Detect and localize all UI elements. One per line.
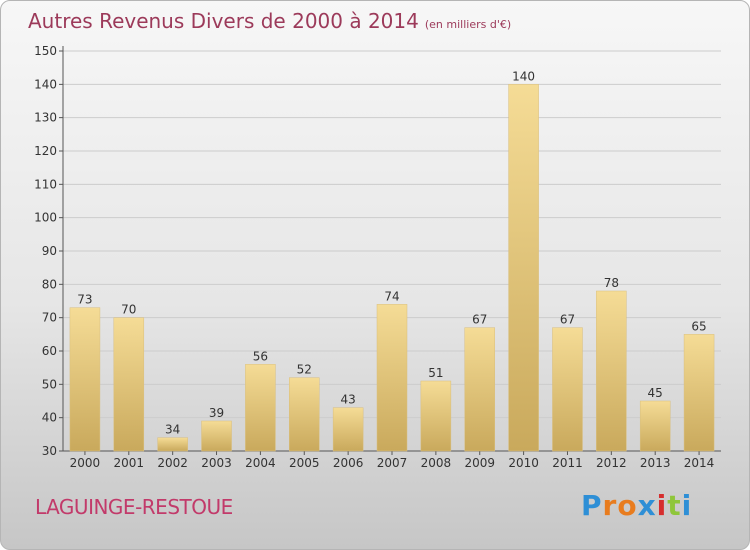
y-tick-label: 50 [42, 377, 57, 391]
bar [289, 377, 320, 452]
bar-value-label: 51 [428, 366, 443, 380]
chart-title: Autres Revenus Divers de 2000 à 2014 (en … [28, 9, 511, 33]
bar-value-label: 78 [604, 276, 619, 290]
x-tick-label: 2004 [245, 456, 276, 470]
y-tick-label: 30 [42, 444, 57, 458]
logo-letter: o [617, 489, 638, 522]
bar-value-label: 67 [472, 313, 487, 327]
bar [683, 334, 715, 452]
bar [596, 290, 627, 452]
bar-value-label: 39 [209, 406, 224, 420]
bar [157, 437, 188, 452]
bar [245, 364, 276, 452]
bar-value-label: 34 [165, 423, 180, 437]
x-tick-label: 2012 [596, 456, 627, 470]
bar [113, 317, 145, 452]
x-tick-label: 2008 [421, 456, 452, 470]
bar [69, 307, 101, 452]
x-tick-label: 2003 [201, 456, 232, 470]
x-tick-label: 2005 [289, 456, 320, 470]
x-tick-label: 2006 [333, 456, 364, 470]
bar [332, 407, 364, 452]
chart-subtitle: (en milliers d'€) [424, 18, 512, 31]
logo-letter: r [602, 489, 618, 522]
bar [508, 84, 539, 452]
location-name: LAGUINGE-RESTOUE [35, 495, 233, 519]
y-tick-label: 140 [34, 77, 57, 91]
y-tick-label: 130 [34, 111, 57, 125]
data-labels: 73 70 34 39 56 52 43 74 51 67 140 67 78 45 65 [77, 69, 706, 436]
bar-value-label: 43 [340, 393, 355, 407]
chart-title-text: Autres Revenus Divers de 2000 à 2014 [28, 9, 419, 33]
bar-value-label: 67 [560, 313, 575, 327]
logo-letter: x [637, 489, 657, 522]
axes: 30 40 50 60 70 80 90 100 110 120 130 140 150 2000 2001… [34, 44, 721, 470]
bar [552, 327, 583, 452]
x-tick-label: 2013 [640, 456, 671, 470]
y-tick-label: 120 [34, 144, 57, 158]
x-tick-label: 2002 [157, 456, 188, 470]
bar [639, 400, 671, 452]
bar [376, 304, 408, 452]
logo-letter: i [681, 489, 693, 522]
bar [201, 420, 232, 452]
x-tick-label: 2010 [508, 456, 539, 470]
bar-value-label: 65 [691, 319, 706, 333]
logo-letter: i [656, 489, 668, 522]
bar [420, 380, 452, 452]
y-tick-label: 60 [42, 344, 57, 358]
logo-letter: t [667, 489, 682, 522]
x-tick-label: 2014 [684, 456, 715, 470]
x-tick-label: 2011 [552, 456, 583, 470]
y-tick-label: 40 [42, 411, 57, 425]
bar-value-label: 70 [121, 303, 136, 317]
bar [464, 327, 495, 452]
x-tick-label: 2009 [464, 456, 495, 470]
y-tick-label: 110 [34, 177, 57, 191]
y-tick-label: 150 [34, 44, 57, 58]
logo-letter: P [581, 489, 603, 522]
x-tick-label: 2001 [114, 456, 145, 470]
bar-value-label: 52 [297, 363, 312, 377]
bar-value-label: 56 [253, 349, 268, 363]
y-tick-label: 90 [42, 244, 57, 258]
proxiti-logo: Proxiti [581, 489, 692, 522]
bar-value-label: 73 [77, 293, 92, 307]
bar-value-label: 45 [648, 386, 663, 400]
y-tick-label: 70 [42, 311, 57, 325]
x-tick-label: 2000 [70, 456, 101, 470]
bar-value-label: 74 [384, 289, 399, 303]
y-tick-label: 100 [34, 211, 57, 225]
y-tick-label: 80 [42, 277, 57, 291]
bars [69, 84, 715, 452]
x-tick-label: 2007 [377, 456, 408, 470]
bar-value-label: 140 [512, 69, 535, 83]
